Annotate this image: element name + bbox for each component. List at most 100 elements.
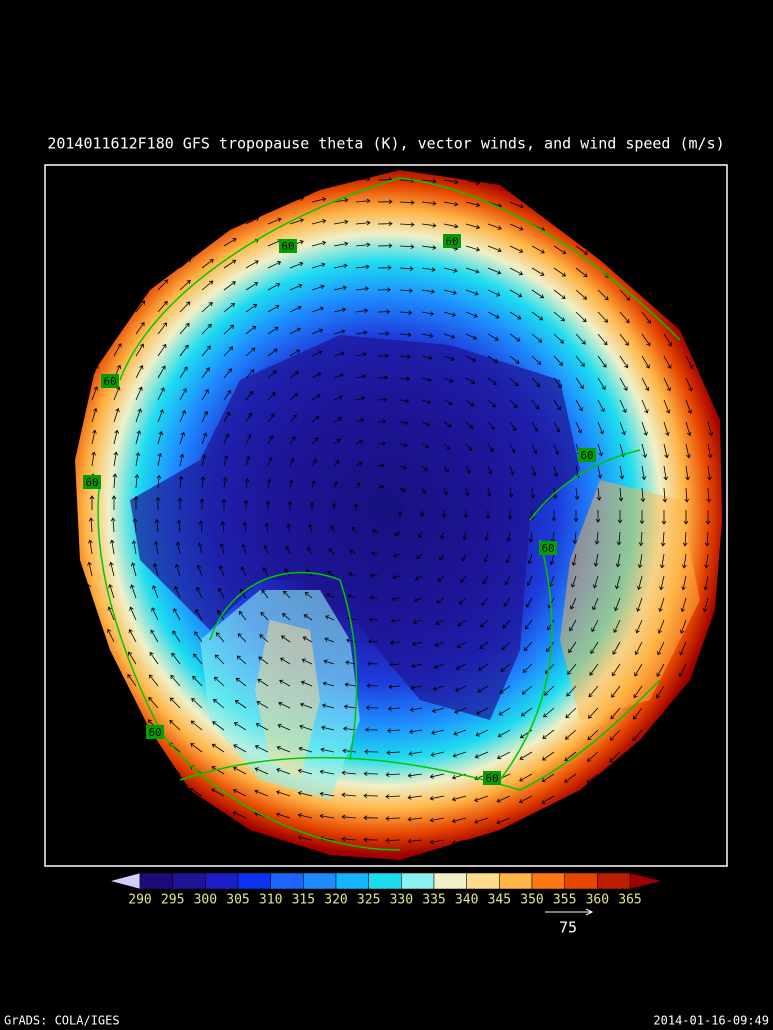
wind-vector (501, 641, 511, 651)
contour-label: 60 (85, 476, 98, 489)
wind-vector (262, 567, 269, 577)
contour-label-box (483, 771, 501, 785)
wind-vector (223, 346, 234, 357)
wind-vector (518, 795, 533, 804)
wind-vector (597, 399, 605, 413)
wind-vector (528, 531, 534, 543)
wind-vector (220, 520, 226, 533)
contour-line (119, 177, 681, 381)
colorbar-label: 325 (357, 893, 380, 908)
wind-vector (503, 597, 511, 607)
wind-vector (429, 839, 445, 845)
wind-vector (347, 594, 357, 599)
wind-vector (553, 333, 564, 344)
wind-vector (388, 684, 401, 690)
contour-line (209, 571, 358, 761)
wind-vector (212, 699, 225, 709)
wind-vector (267, 456, 273, 467)
wind-vector (662, 487, 668, 503)
wind-vector (575, 245, 588, 255)
wind-vector (311, 480, 316, 489)
wind-vector (429, 773, 445, 779)
wind-vector (641, 311, 651, 324)
wind-vector (504, 575, 511, 586)
colorbar-label: 320 (324, 893, 347, 908)
wind-vector (586, 773, 599, 784)
wind-vector (84, 650, 93, 665)
wind-vector (150, 629, 159, 643)
wind-vector (289, 261, 304, 269)
wind-vector (521, 685, 533, 695)
wind-vector (85, 606, 93, 621)
wind-vector (245, 304, 258, 313)
wind-vector (298, 746, 313, 753)
wind-vector (682, 553, 687, 569)
wind-vector (223, 259, 237, 269)
wind-vector (377, 287, 392, 293)
wind-vector (244, 477, 250, 489)
wind-vector (433, 663, 445, 669)
wind-vector (221, 498, 227, 510)
wind-vector (619, 267, 631, 279)
wind-vector (385, 772, 401, 777)
wind-vector (454, 685, 467, 692)
wind-vector (553, 421, 561, 433)
wind-vector (157, 343, 167, 357)
footer-right: 2014-01-16-09:49 (653, 1014, 769, 1028)
wind-vector (571, 553, 577, 566)
wind-vector (498, 707, 511, 716)
wind-vector (105, 673, 115, 687)
wind-vector (68, 473, 74, 489)
wind-vector (89, 495, 95, 510)
wind-vector (135, 300, 146, 313)
wind-vector (575, 377, 584, 390)
contour-label-box (443, 234, 461, 248)
wind-vector (223, 368, 233, 379)
wind-vector (241, 543, 247, 555)
wind-vector (443, 465, 449, 473)
wind-vector (267, 326, 279, 335)
wind-vector (439, 553, 445, 561)
wind-vector (436, 597, 445, 604)
wind-vector (619, 377, 628, 391)
wind-vector (243, 499, 249, 510)
wind-vector (522, 663, 533, 673)
wind-vector (509, 465, 515, 476)
wind-vector (232, 788, 247, 797)
wind-vector (113, 451, 119, 467)
wind-vector (233, 722, 247, 731)
wind-vector (633, 685, 643, 699)
colorbar-label: 305 (226, 893, 249, 908)
wind-vector (242, 521, 248, 533)
wind-vector (245, 412, 253, 423)
wind-vector (368, 617, 379, 622)
wind-vector (487, 333, 499, 341)
wind-vector (389, 640, 401, 646)
wind-vector (267, 348, 278, 357)
wind-vector (418, 531, 423, 539)
wind-vector (570, 575, 577, 588)
contour-label: 60 (485, 772, 498, 785)
wind-vector (311, 372, 322, 379)
wind-vector (597, 289, 609, 301)
colorbar-box (172, 872, 206, 890)
wind-vector (637, 553, 643, 569)
wind-vector (289, 283, 303, 291)
wind-vector (237, 633, 247, 643)
wind-vector (575, 399, 583, 412)
wind-vector (509, 223, 524, 231)
wind-vector (525, 597, 533, 608)
wind-vector (304, 591, 313, 599)
colorbar-box (564, 872, 598, 890)
wind-vector (465, 443, 472, 452)
wind-vector (509, 355, 520, 364)
wind-vector (508, 487, 514, 498)
wind-vector (267, 261, 282, 269)
wind-vector (496, 751, 511, 760)
wind-vector (333, 459, 340, 467)
wind-vector (223, 303, 236, 313)
wind-vector (588, 685, 599, 698)
wind-vector (707, 421, 714, 437)
colorbar-label: 360 (586, 893, 609, 908)
contour-label-box (539, 541, 557, 555)
